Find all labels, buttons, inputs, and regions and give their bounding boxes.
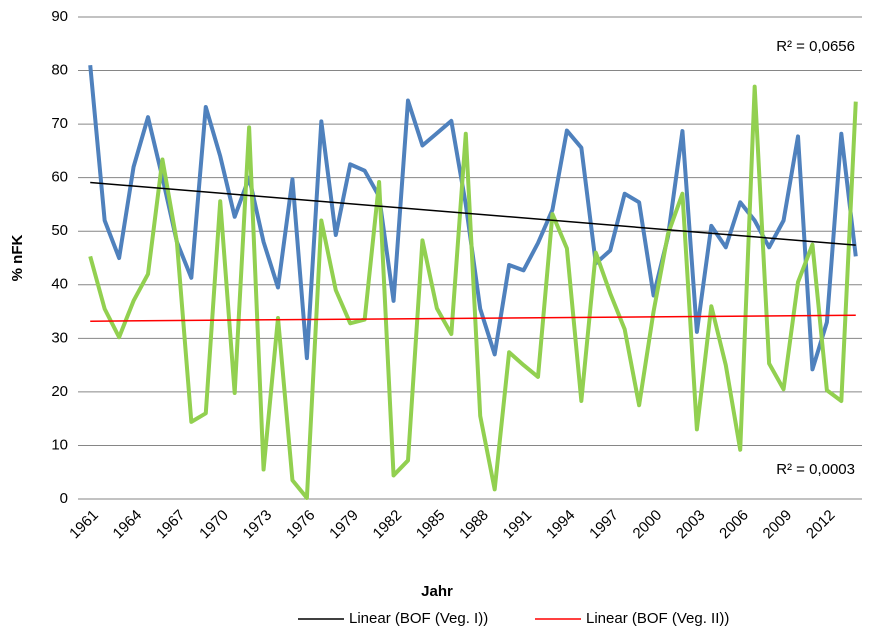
legend-label: Linear (BOF (Veg. I)): [349, 610, 488, 627]
x-tick-label: 1997: [586, 507, 622, 543]
x-tick-label: 2009: [760, 507, 796, 543]
x-tick-label: 1982: [370, 507, 406, 543]
y-tick-label: 50: [51, 222, 68, 239]
x-tick-label: 1985: [413, 507, 449, 543]
y-tick-label: 20: [51, 383, 68, 400]
x-tick-label: 1994: [543, 507, 579, 543]
y-tick-label: 30: [51, 329, 68, 346]
x-tick-label: 1970: [196, 507, 232, 543]
x-tick-label: 1967: [153, 507, 189, 543]
x-tick-label: 1964: [110, 507, 146, 543]
x-tick-label: 2006: [716, 507, 752, 543]
x-tick-label: 1976: [283, 507, 319, 543]
y-axis-title: % nFK: [9, 235, 26, 282]
data-line: [88, 84, 858, 500]
y-tick-label: 90: [51, 8, 68, 25]
y-tick-label: 80: [51, 62, 68, 79]
y-tick-label: 0: [60, 490, 68, 507]
r2-label: R² = 0,0656: [776, 38, 855, 55]
legend-label: Linear (BOF (Veg. II)): [586, 610, 729, 627]
y-tick-label: 60: [51, 169, 68, 186]
x-tick-label: 2012: [803, 507, 839, 543]
x-tick-label: 1979: [326, 507, 362, 543]
x-tick-label: 1988: [456, 507, 492, 543]
y-tick-label: 10: [51, 436, 68, 453]
x-tick-label: 1973: [240, 507, 276, 543]
trend-line: [90, 181, 856, 246]
data-line: [88, 65, 858, 372]
x-tick-label: 2000: [630, 507, 666, 543]
x-axis-title: Jahr: [421, 583, 453, 600]
x-tick-label: 2003: [673, 507, 709, 543]
y-tick-label: 40: [51, 276, 68, 293]
x-tick-label: 1961: [66, 507, 102, 543]
x-tick-label: 1991: [500, 507, 536, 543]
trend-line: [90, 314, 856, 322]
y-tick-label: 70: [51, 115, 68, 132]
r2-label: R² = 0,0003: [776, 461, 855, 478]
